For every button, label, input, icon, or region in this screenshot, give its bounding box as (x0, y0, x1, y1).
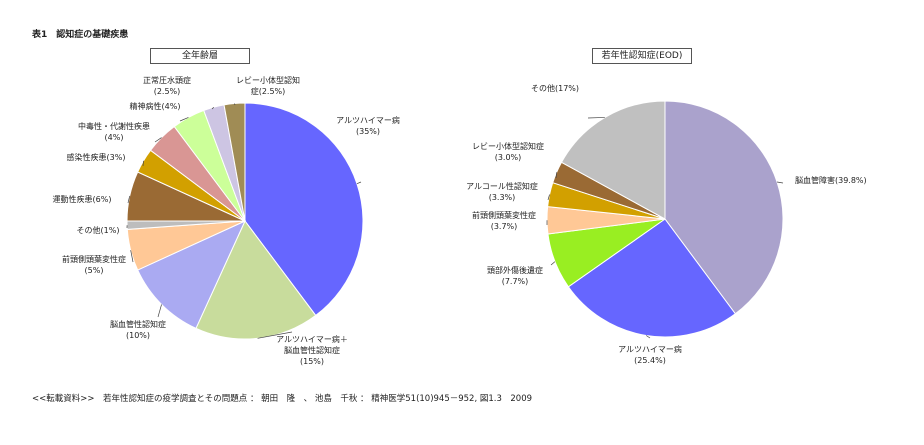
right-pie-slice-0 (664, 100, 784, 315)
right-pie-slice-6 (560, 100, 666, 220)
left-leader-line-5 (127, 195, 131, 204)
right-leader-line-6 (587, 117, 605, 119)
right-slice-label-1: アルツハイマー病(25.4%) (618, 344, 682, 365)
right-leader-line-2 (550, 261, 556, 266)
left-chart-title: 全年齢層 (150, 48, 250, 64)
left-slice-label-9: 正常圧水頭症(2.5%) (143, 75, 191, 96)
right-slice-label-6: その他(17%) (531, 83, 579, 93)
left-slice-label-2: 脳血管性認知症(10%) (110, 319, 166, 340)
left-pie-slice-0 (244, 102, 364, 317)
left-leader-line-8 (179, 117, 189, 122)
left-pie-slice-10 (223, 102, 246, 222)
left-leader-line-6 (142, 160, 144, 167)
left-leader-line-1 (257, 331, 293, 339)
left-leader-line-9 (211, 106, 215, 110)
right-chart-title: 若年性認知症(EOD) (592, 48, 692, 64)
left-slice-label-10: レビー小体型認知症(2.5%) (236, 75, 300, 96)
left-leader-line-10 (234, 103, 236, 106)
left-slice-label-7: 中毒性・代謝性疾患(4%) (78, 121, 150, 142)
left-slice-label-3: 前頭側頭葉変性症(5%) (62, 254, 126, 275)
table-title: 表1 認知症の基礎疾患 (32, 30, 129, 40)
left-leader-line-0 (356, 181, 362, 185)
left-slice-label-1: アルツハイマー病＋脳血管性認知症(15%) (276, 334, 348, 366)
left-leader-line-7 (154, 137, 162, 143)
source-citation: <<転載資料>> 若年性認知症の疫学調査とその問題点 ： 朝田 隆 、 池島 千… (32, 394, 533, 404)
right-leader-line-5 (555, 172, 557, 179)
left-slice-label-4: その他(1%) (77, 225, 120, 235)
right-slice-label-3: 前頭側頭葉変性症(3.7%) (472, 210, 536, 231)
left-leader-line-2 (157, 304, 162, 318)
left-slice-label-0: アルツハイマー病(35%) (336, 115, 400, 136)
left-leader-line-3 (130, 250, 134, 263)
right-pie-slice-1 (567, 218, 737, 338)
left-slice-label-5: 運動性疾患(6%) (53, 194, 112, 204)
right-slice-label-4: アルコール性認知症(3.3%) (466, 181, 538, 202)
right-leader-line-0 (776, 181, 784, 184)
left-slice-label-6: 感染性疾患(3%) (67, 152, 126, 162)
right-slice-label-2: 頭部外傷後遺症(7.7%) (487, 265, 543, 286)
right-leader-line-4 (547, 194, 550, 201)
right-slice-label-0: 脳血管障害(39.8%) (795, 175, 867, 185)
right-slice-label-5: レビー小体型認知症(3.0%) (472, 141, 544, 162)
left-slice-label-8: 精神病性(4%) (130, 101, 181, 111)
right-leader-line-1 (645, 335, 651, 339)
